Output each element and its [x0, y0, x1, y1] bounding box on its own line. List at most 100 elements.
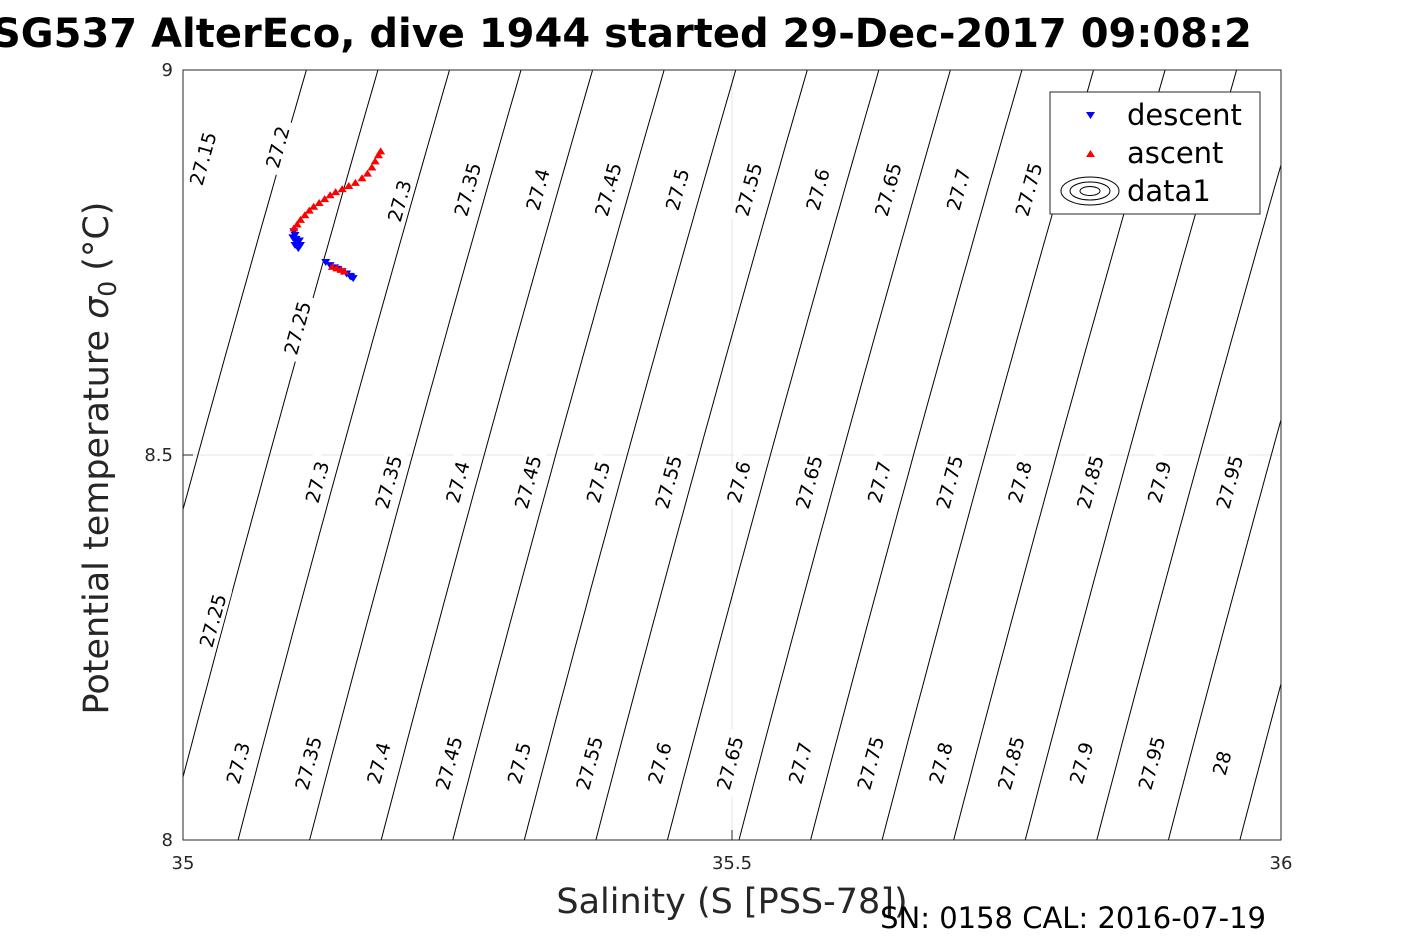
ascent-point	[320, 195, 330, 203]
contour-label-bg	[1009, 154, 1048, 225]
contour-label-bg	[1141, 452, 1177, 511]
ascent-point	[362, 169, 372, 177]
contour-label-bg	[259, 118, 296, 176]
ascent-point	[339, 267, 349, 275]
ascent-point	[304, 206, 314, 214]
isopycnal-line	[523, 70, 737, 840]
ascent-point	[367, 163, 377, 171]
contour-label-bg	[193, 585, 233, 656]
contour-label-bg	[569, 728, 609, 798]
contour-label-bg	[1132, 728, 1171, 798]
isopycnal-line	[380, 70, 594, 840]
contour-label-bg	[519, 160, 556, 219]
isopycnal-line	[666, 70, 880, 840]
x-tick-label: 35	[172, 853, 195, 874]
contour-label-bg	[1210, 447, 1249, 517]
contour-label-bg	[641, 734, 678, 792]
contour-label-bg	[922, 734, 959, 792]
contour-label-bg	[710, 728, 750, 798]
y-tick-label: 9	[162, 60, 173, 81]
ascent-point	[309, 202, 319, 210]
ascent-point	[357, 174, 367, 182]
contour-label-bg	[850, 728, 890, 798]
ascent-point	[325, 191, 335, 199]
legend-ascent-marker	[1086, 150, 1095, 157]
contour-label-bg	[360, 734, 397, 792]
ascent-point	[337, 185, 347, 193]
contour-label-bg	[368, 447, 408, 517]
isopycnal-line	[595, 70, 808, 840]
contour-label-bg	[588, 154, 628, 225]
ascent-point	[295, 215, 305, 223]
data-points	[288, 147, 386, 283]
contour-label-bg	[729, 154, 768, 225]
ascent-point	[300, 211, 310, 219]
legend-descent-label: descent	[1127, 98, 1242, 132]
ascent-point	[292, 220, 302, 228]
contour-label-bg	[940, 160, 976, 219]
descent-point	[294, 237, 304, 245]
contour-label-bg	[659, 160, 695, 219]
contour-label-bg	[799, 160, 836, 219]
contour-label-bg	[789, 447, 829, 517]
descent-point	[346, 273, 356, 281]
y-axis-label-text: Potential temperature	[77, 330, 117, 714]
ascent-point	[373, 151, 383, 159]
isopycnal-line	[738, 70, 951, 840]
y-axis-label: Potential temperature σ0 (°C)	[77, 202, 122, 715]
contour-label-bg	[183, 123, 223, 194]
contour-label-bg	[861, 452, 897, 511]
contour-label-bg	[448, 154, 487, 225]
legend: descent ascent data1	[1049, 91, 1261, 215]
legend-contour-icon	[1060, 176, 1120, 206]
contour-label-bg	[580, 452, 616, 511]
ascent-point	[314, 198, 324, 206]
x-tick-label: 36	[1270, 853, 1293, 874]
contour-label-bg	[439, 452, 476, 511]
isopycnal-line	[1239, 681, 1281, 840]
legend-descent-marker	[1086, 112, 1095, 119]
y-axis-label-unit: (°C)	[77, 202, 117, 271]
isopycnal-line	[309, 70, 522, 840]
isopycnal-line	[452, 70, 665, 840]
ascent-point	[331, 188, 341, 196]
contour-label-bg	[299, 452, 335, 511]
contour-label-bg	[1063, 734, 1099, 792]
ascent-point	[289, 224, 299, 232]
contour-label-bg	[381, 171, 418, 230]
contour-label-bg	[288, 728, 328, 798]
contour-label-bg	[868, 154, 908, 225]
contour-label-bg	[720, 452, 757, 511]
chart-title: SG537 AlterEco, dive 1944 started 29-Dec…	[0, 11, 1252, 57]
isopycnal-line	[810, 70, 1023, 840]
contour-label-bg	[501, 734, 537, 792]
ascent-point	[376, 147, 386, 155]
ascent-point	[344, 182, 354, 189]
contour-label-bg	[930, 447, 969, 517]
x-tick-label: 35.5	[712, 853, 752, 874]
footer-serial-cal: SN: 0158 CAL: 2016-07-19	[880, 901, 1266, 935]
isopycnal-line	[183, 70, 379, 779]
descent-point	[321, 259, 331, 266]
axis-ticks: 35 35.5 36 8 8.5 9	[144, 60, 1292, 874]
contour-label-bg	[991, 728, 1031, 798]
y-axis-label-subscript: 0	[93, 281, 122, 297]
isopycnal-line	[1167, 417, 1281, 840]
isopycnal-line	[237, 70, 450, 840]
contour-label-bg	[1001, 452, 1038, 511]
isopycnal-line	[1096, 163, 1281, 840]
contour-label-bg	[648, 447, 688, 517]
contour-label-bg	[277, 293, 317, 363]
y-tick-label: 8	[162, 830, 173, 851]
contour-label-bg	[782, 734, 818, 792]
descent-point	[288, 234, 298, 242]
legend-box	[1049, 91, 1261, 215]
ascent-point	[370, 157, 380, 165]
contour-label-bg	[508, 447, 548, 517]
legend-contour-label: data1	[1127, 174, 1211, 208]
y-tick-label: 8.5	[144, 445, 173, 466]
y-axis-label-symbol: σ	[77, 295, 117, 319]
ascent-point	[350, 178, 360, 186]
contour-label-bg	[1207, 745, 1237, 781]
